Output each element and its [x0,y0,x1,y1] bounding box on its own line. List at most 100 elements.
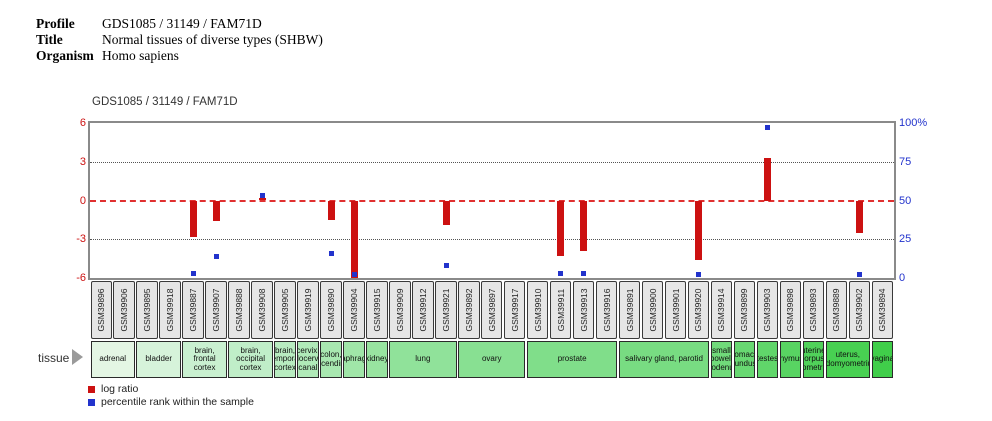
tissue-group-cell: kidney [366,341,388,378]
log-ratio-bar [350,200,358,278]
sample-id-cell: GSM39910 [526,281,549,339]
tissue-group-cell: brain, frontal cortex [182,341,227,378]
sample-id-label: GSM39888 [234,288,245,332]
sample-id-label: GSM39889 [831,288,842,332]
tissue-arrow-icon [72,349,83,365]
sample-id-cell: GSM39916 [595,281,618,339]
left-axis-tick: -3 [76,233,86,246]
sample-id-label: GSM39920 [693,288,704,332]
left-axis-tick: 3 [79,155,86,168]
tissue-group-cell: brain, occipital cortex [228,341,273,378]
left-axis-tick: -6 [76,272,86,284]
plot-frame [88,121,896,280]
tissue-group-cell: cervix, endocervical canal [297,341,319,378]
sample-id-label: GSM39916 [601,288,612,332]
sample-id-cell: GSM39905 [274,281,296,339]
sample-id-cell: GSM39921 [435,281,457,339]
sample-id-label: GSM39896 [96,288,107,332]
log-ratio-bar [856,200,864,233]
tissue-row-label: tissue [38,351,70,365]
tissue-group-cell: ovary [458,341,526,378]
title-label: Title [36,32,63,47]
percentile-marker [857,272,863,278]
sample-id-label: GSM39910 [532,288,543,332]
log-ratio-bar [327,200,335,220]
sample-id-cell: GSM39909 [389,281,411,339]
tissue-group-cell: uterine corpus, myometrium [802,341,825,378]
sample-id-label: GSM39921 [440,288,451,332]
right-axis-tick: 100% [899,117,928,129]
sample-id-cell: GSM39902 [848,281,871,339]
percentile-swatch-icon [88,398,95,406]
sample-id-label: GSM39901 [670,288,681,332]
sample-id-label: GSM39906 [119,288,130,332]
log-ratio-bar [764,157,772,201]
profile-header: Profile GDS1085 / 31149 / FAM71D Title N… [36,16,323,64]
sample-id-cell: GSM39901 [664,281,687,339]
gridline [90,161,894,163]
tissue-group-cell: salivary gland, parotid [618,341,710,378]
percentile-marker [351,272,357,278]
sample-id-row: GSM39896 GSM39906 GSM39895 GSM39918 GSM39887… [90,281,894,339]
right-axis-tick: 0 [899,272,906,284]
percentile-marker [558,270,564,276]
sample-id-label: GSM39914 [716,288,727,332]
sample-id-label: GSM39893 [808,288,819,332]
sample-id-cell: GSM39915 [366,281,388,339]
sample-id-cell: GSM39911 [549,281,572,339]
organism-value: Homo sapiens [102,48,179,63]
log-ratio-bar [442,200,450,226]
sample-id-label: GSM39903 [762,288,773,332]
sample-id-label: GSM39911 [555,288,566,332]
sample-id-label: GSM39895 [142,288,153,332]
sample-id-cell: GSM39897 [481,281,503,339]
sample-id-label: GSM39909 [394,288,405,332]
sample-id-cell: GSM39917 [503,281,526,339]
sample-id-cell: GSM39918 [159,281,181,339]
sample-id-cell: GSM39890 [320,281,342,339]
header-row-title: Title Normal tissues of diverse types (S… [36,32,323,48]
tissue-group-cell: vagina [871,341,893,378]
sample-id-cell: GSM39891 [618,281,641,339]
tissue-group-cell: uterus, endomyometrium [825,341,871,378]
log-ratio-bar [258,197,266,201]
sample-id-label: GSM39913 [578,288,589,332]
tissue-group-cell: testes [756,341,779,378]
tissue-group-cell: prostate [526,341,618,378]
percentile-marker [581,270,587,276]
sample-id-label: GSM39904 [348,288,359,332]
sample-id-label: GSM39902 [854,288,865,332]
sample-id-label: GSM39890 [325,288,336,332]
sample-id-label: GSM39897 [486,288,497,332]
sample-id-cell: GSM39904 [343,281,365,339]
tissue-group-cell: thymus [779,341,802,378]
sample-id-label: GSM39891 [624,288,635,332]
sample-id-cell: GSM39914 [710,281,733,339]
percentile-marker [190,270,196,276]
sample-id-cell: GSM39908 [251,281,273,339]
legend-item-percentile: percentile rank within the sample [88,396,254,408]
legend-log-ratio-label: log ratio [101,383,139,395]
sample-id-cell: GSM39898 [779,281,802,339]
sample-id-cell: GSM39896 [90,281,112,339]
tissue-group-cell: brain, temporal cortex [274,341,296,378]
plot-area [90,123,894,278]
sample-id-label: GSM39919 [302,288,313,332]
right-axis-tick: 25 [899,233,912,246]
header-row-profile: Profile GDS1085 / 31149 / FAM71D [36,16,323,32]
sample-id-label: GSM39899 [739,288,750,332]
left-axis-tick: 6 [79,117,86,129]
log-ratio-bar [695,200,703,260]
tissue-row: adrenal bladder brain, frontal cortex brain… [90,341,894,378]
tissue-group-cell: diaphragm [343,341,365,378]
tissue-group-cell: colon, ascending [320,341,342,378]
percentile-marker [328,250,334,256]
header-row-organism: Organism Homo sapiens [36,48,323,64]
sample-id-label: GSM39907 [211,288,222,332]
sample-id-cell: GSM39888 [228,281,250,339]
tissue-group-cell: stomach, fundus [733,341,756,378]
log-ratio-bar [212,200,220,222]
sample-id-cell: GSM39895 [136,281,158,339]
tissue-group-cell: bladder [136,341,181,378]
